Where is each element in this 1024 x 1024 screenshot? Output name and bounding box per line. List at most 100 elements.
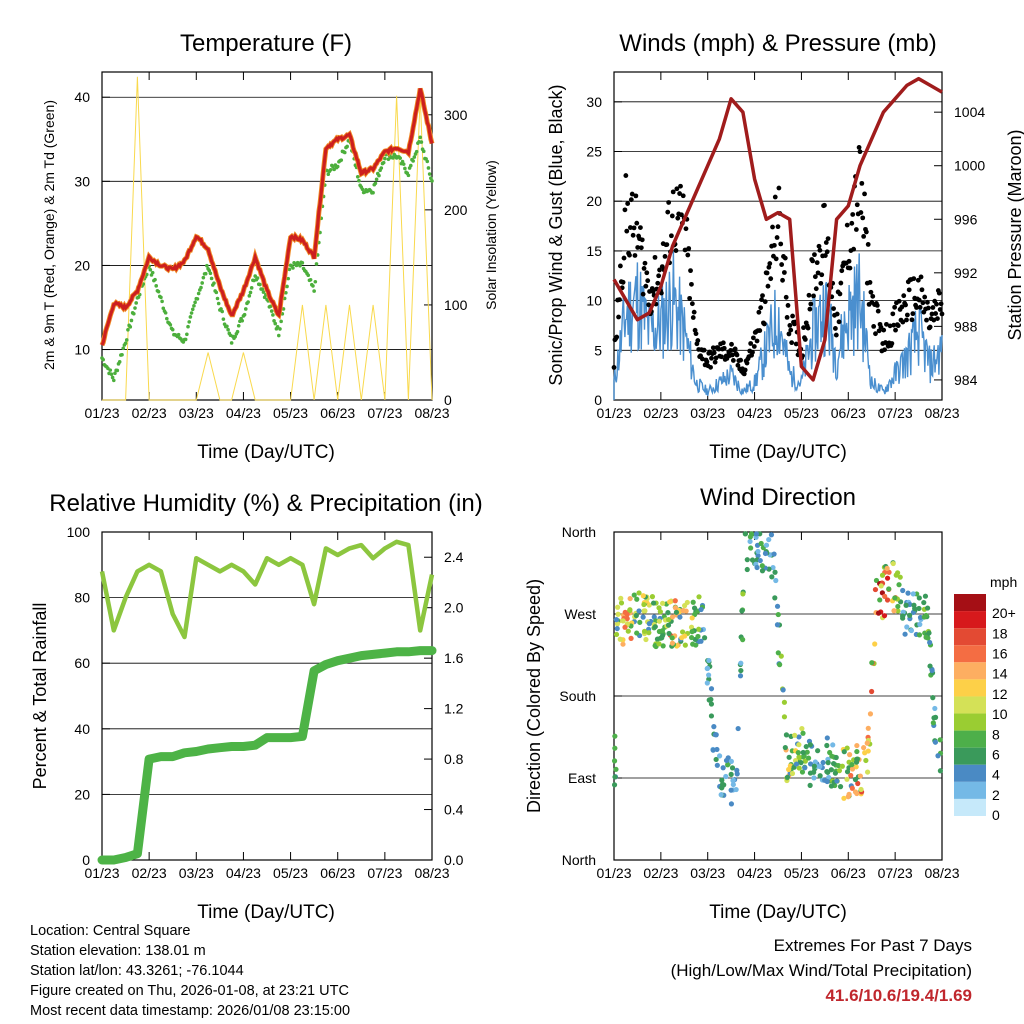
wind-dir-xlabel: Time (Day/UTC) [709, 902, 847, 923]
dewpoint-point [156, 289, 161, 294]
gust-point [917, 304, 923, 310]
y-tick-label: South [559, 688, 596, 704]
legend-swatch [954, 747, 986, 765]
gust-point [887, 323, 893, 329]
wind-direction-point [872, 641, 878, 647]
wind-direction-point [907, 612, 913, 618]
y-tick-label: 100 [67, 524, 91, 540]
gust-point [806, 292, 812, 298]
wind-direction-point [789, 770, 796, 777]
gust-point [851, 246, 857, 252]
y-tick-label: 40 [74, 721, 90, 737]
gust-point [678, 183, 683, 189]
wind-direction-point [826, 774, 832, 781]
wind-direction-point [734, 771, 740, 777]
wind-direction-point [878, 583, 884, 589]
extremes-heading: Extremes For Past 7 Days [773, 936, 972, 955]
dewpoint-point [355, 174, 360, 179]
gust-point [858, 210, 864, 215]
dewpoint-point [121, 346, 126, 351]
gust-point [890, 311, 896, 317]
gust-point [927, 324, 933, 330]
wind-direction-point [895, 603, 901, 610]
gust-point [789, 340, 795, 346]
wind-direction-point [921, 599, 927, 606]
gust-point [640, 291, 646, 297]
wind-direction-point [755, 548, 761, 555]
dewpoint-point [276, 333, 281, 338]
wind-direction-point [665, 610, 671, 616]
wind-direction-point [864, 769, 871, 775]
wind-direction-point [747, 538, 753, 545]
gust-point [683, 226, 689, 232]
wind-direction-point [932, 714, 939, 720]
wind-direction-point [869, 688, 875, 695]
wind-direction-point [849, 766, 856, 772]
gust-point [735, 362, 741, 368]
dewpoint-point [113, 371, 117, 376]
y-tick-label: East [568, 770, 596, 786]
wind-direction-point [669, 635, 675, 641]
wind-direction-point [627, 595, 633, 602]
y2-tick-label: 2.4 [444, 549, 464, 565]
dewpoint-point [190, 307, 195, 312]
gust-point [785, 303, 791, 308]
gust-point [679, 212, 684, 218]
wind-direction-point [615, 604, 621, 610]
wind-direction-point [740, 591, 746, 597]
dewpoint-point [207, 268, 212, 273]
dewpoint-point [101, 357, 105, 362]
gust-point [810, 258, 816, 264]
gust-point [738, 357, 744, 363]
dewpoint-point [209, 276, 214, 281]
wind-direction-point [923, 634, 929, 640]
gust-point [675, 215, 681, 221]
wind-direction-point [615, 611, 621, 617]
x-tick-label: 03/23 [690, 865, 725, 881]
dewpoint-point [383, 156, 387, 161]
gust-point [770, 224, 775, 230]
gust-point [730, 358, 736, 363]
y-tick-label: 40 [74, 89, 90, 105]
x-tick-label: 04/23 [737, 865, 772, 881]
wind-direction-point [796, 765, 802, 771]
winds-ylabel-right: Station Pressure (Maroon) [1005, 129, 1024, 340]
wind-direction-point [708, 686, 715, 692]
extremes-subheading: (High/Low/Max Wind/Total Precipitation) [670, 961, 972, 980]
dewpoint-point [308, 278, 313, 282]
wind-direction-point [739, 608, 745, 614]
wind-direction-point [895, 608, 901, 614]
wind-direction-point [682, 642, 688, 648]
wind-direction-point [837, 784, 844, 790]
gust-point [833, 326, 838, 331]
wind-direction-point [937, 737, 943, 743]
wind-direction-point [815, 748, 821, 754]
wind-direction-point [627, 607, 633, 613]
wind-direction-point [646, 621, 652, 627]
wind-direction-point [772, 569, 778, 575]
wind-direction-point [759, 568, 766, 574]
wind-direction-point [908, 627, 915, 634]
wind-direction-point [844, 776, 850, 782]
gust-point [865, 242, 871, 247]
dewpoint-point [117, 360, 122, 364]
dewpoint-point [203, 271, 208, 276]
wind-direction-point [817, 763, 823, 770]
wind-direction-point [755, 553, 761, 559]
wind-direction-point [723, 773, 729, 780]
wind-direction-point [807, 782, 813, 788]
wind-direction-point [669, 640, 676, 646]
gust-point [673, 248, 679, 253]
dewpoint-point [373, 181, 378, 186]
temp-ylabel-right: Solar Insolation (Yellow) [483, 160, 499, 310]
wind-direction-point [824, 778, 830, 785]
wind-direction-point [634, 630, 640, 636]
wind-direction-point [640, 593, 646, 599]
gust-point [721, 345, 727, 351]
wind-direction-point [784, 774, 791, 780]
gust-point [857, 149, 863, 155]
wind-direction-point [867, 711, 874, 717]
dewpoint-point [398, 156, 402, 160]
gust-point [701, 347, 707, 353]
recent-timestamp: Most recent data timestamp: 2026/01/08 2… [30, 1003, 351, 1019]
